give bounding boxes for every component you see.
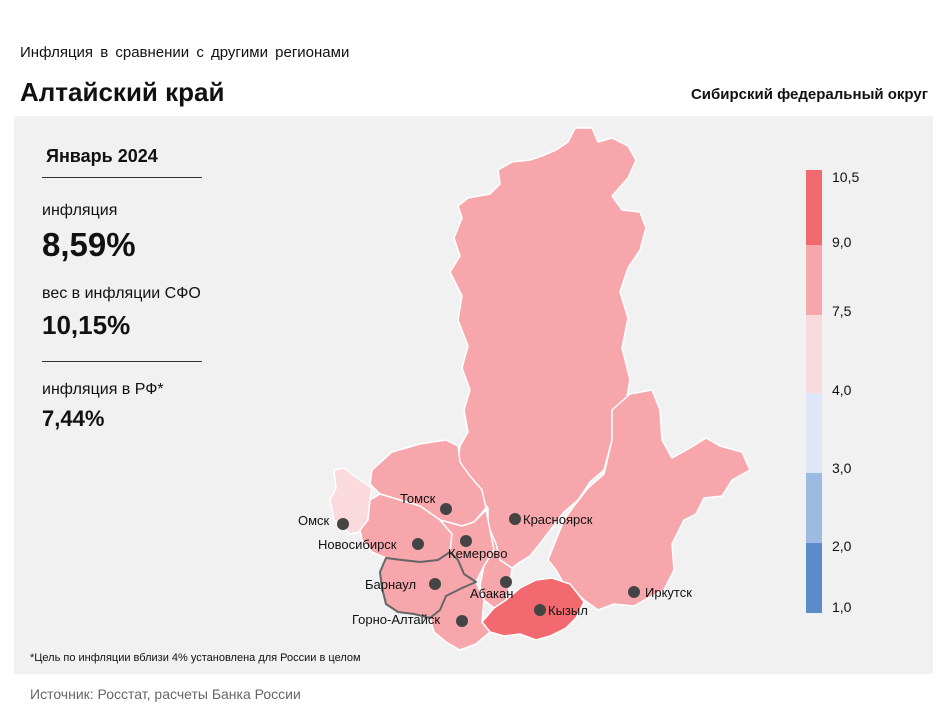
legend-band-7.5-9 [806, 245, 822, 315]
color-legend: 10,5 9,0 7,5 4,0 3,0 2,0 1,0 [806, 169, 859, 615]
stats-block: Январь 2024 [42, 146, 217, 178]
svg-text:Горно-Алтайск: Горно-Алтайск [352, 612, 440, 627]
svg-text:Омск: Омск [298, 513, 330, 528]
page-title: Алтайский край [20, 77, 225, 107]
city-kemerovo: Кемерово [448, 535, 507, 561]
weight-label: вес в инфляции СФО [42, 285, 201, 302]
city-novosibirsk: Новосибирск [318, 537, 424, 552]
city-krasnoyarsk: Красноярск [509, 512, 593, 527]
divider [42, 361, 202, 362]
city-kyzyl: Кызыл [534, 603, 588, 618]
source-note: Источник: Росстат, расчеты Банка России [30, 686, 301, 702]
legend-band-3-4 [806, 393, 822, 473]
city-markers: Омск Томск Красноярск Новосибирск Кемеро… [298, 491, 692, 627]
legend-band-1-2 [806, 543, 822, 613]
svg-text:Томск: Томск [400, 491, 436, 506]
legend-tick: 7,5 [832, 303, 852, 319]
legend-band-2-3 [806, 473, 822, 543]
inflation-value: 8,59% [42, 226, 136, 263]
svg-text:Барнаул: Барнаул [365, 577, 416, 592]
svg-text:Иркутск: Иркутск [645, 585, 692, 600]
city-omsk: Омск [298, 513, 349, 530]
city-barnaul: Барнаул [365, 577, 441, 592]
legend-tick: 9,0 [832, 234, 852, 250]
footnote: *Цель по инфляции вблизи 4% установлена … [30, 652, 361, 664]
rf-inflation-value: 7,44% [42, 406, 105, 431]
region-altai-krai [379, 551, 477, 619]
svg-text:Абакан: Абакан [470, 586, 513, 601]
period-label: Январь 2024 [42, 146, 202, 178]
city-gorno-altaysk: Горно-Алтайск [352, 612, 468, 627]
legend-tick: 2,0 [832, 538, 852, 554]
inflation-label: инфляция [42, 202, 118, 219]
subtitle: Инфляция в сравнении с другими регионами [20, 44, 350, 61]
legend-tick: 4,0 [832, 382, 852, 398]
legend-tick: 3,0 [832, 460, 852, 476]
svg-text:Кемерово: Кемерово [448, 546, 507, 561]
svg-text:Красноярск: Красноярск [523, 512, 593, 527]
city-tomsk: Томск [400, 491, 452, 515]
legend-tick: 10,5 [832, 169, 859, 185]
weight-value: 10,15% [42, 310, 131, 340]
legend-band-9-10.5 [806, 170, 822, 245]
district-label: Сибирский федеральный округ [690, 86, 928, 103]
legend-tick: 1,0 [832, 599, 852, 615]
svg-text:Кызыл: Кызыл [548, 603, 588, 618]
rf-inflation-label: инфляция в РФ* [42, 381, 164, 398]
svg-text:Новосибирск: Новосибирск [318, 537, 397, 552]
city-irkutsk: Иркутск [628, 585, 692, 600]
legend-band-4-7.5 [806, 315, 822, 393]
city-abakan: Абакан [470, 576, 513, 601]
region-tuva [481, 577, 585, 641]
region-irkutsk [547, 389, 751, 611]
